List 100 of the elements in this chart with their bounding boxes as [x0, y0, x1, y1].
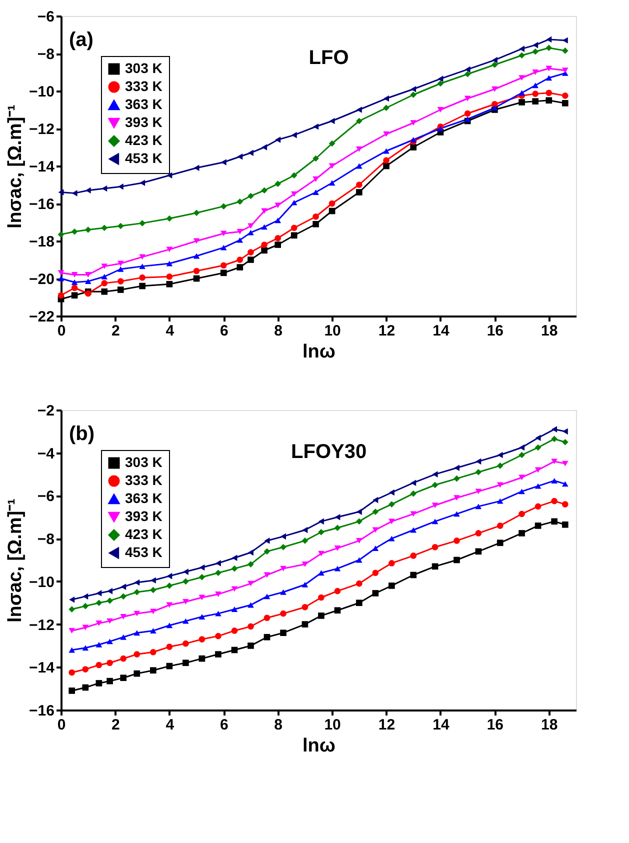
point: [410, 137, 417, 142]
point: [84, 278, 92, 284]
point: [312, 220, 319, 228]
point: [96, 600, 102, 606]
point: [264, 572, 270, 578]
y-tick-label: −10: [29, 84, 54, 100]
point: [535, 434, 541, 442]
point: [134, 670, 140, 677]
point: [194, 164, 200, 172]
x-tick-label: 10: [324, 322, 341, 340]
legend-label: 363 K: [125, 96, 162, 112]
point: [388, 536, 395, 542]
point: [372, 527, 379, 533]
point: [58, 231, 64, 238]
x-tick-label: 6: [220, 322, 228, 340]
point: [193, 238, 200, 244]
point: [120, 614, 127, 620]
point: [312, 176, 319, 182]
point: [85, 187, 91, 194]
point: [236, 256, 244, 263]
point: [182, 660, 189, 666]
point: [372, 545, 379, 551]
point: [231, 646, 238, 654]
point: [496, 522, 504, 529]
point: [274, 180, 282, 187]
point: [198, 614, 206, 620]
point: [101, 264, 108, 270]
legend-label: 423 K: [125, 526, 162, 542]
point: [166, 260, 173, 266]
point: [372, 508, 379, 515]
legend-label: 333 K: [125, 472, 162, 488]
point: [318, 570, 324, 576]
point: [280, 630, 286, 636]
point: [334, 524, 341, 532]
point: [464, 110, 471, 117]
point: [518, 75, 525, 81]
point: [302, 538, 308, 544]
point: [134, 630, 140, 636]
point: [532, 42, 538, 48]
point: [328, 200, 336, 207]
legend-label: 393 K: [125, 508, 162, 524]
point: [334, 566, 341, 572]
point: [71, 284, 78, 292]
point: [58, 292, 64, 299]
point: [261, 247, 268, 254]
point: [518, 474, 525, 480]
x-tick-label: 10: [324, 716, 341, 734]
point: [264, 538, 270, 544]
point: [410, 572, 417, 578]
point: [139, 264, 146, 270]
point: [182, 618, 189, 624]
point: [166, 644, 173, 650]
point: [215, 592, 222, 598]
point: [134, 579, 140, 586]
point: [534, 503, 542, 510]
point: [193, 253, 200, 259]
point: [372, 570, 379, 576]
point: [68, 606, 76, 612]
point: [236, 228, 244, 234]
point: [139, 220, 146, 226]
point: [215, 610, 222, 616]
point: [432, 482, 438, 488]
point: [372, 590, 379, 596]
x-tick-label: 18: [541, 716, 558, 734]
point: [383, 104, 390, 112]
point: [496, 482, 504, 488]
y-tick-label: −20: [29, 271, 54, 288]
point: [264, 594, 270, 600]
point: [96, 642, 102, 648]
point: [302, 582, 308, 588]
point: [236, 264, 244, 270]
point: [182, 599, 189, 605]
point: [518, 488, 525, 494]
point: [220, 159, 226, 166]
point: [312, 190, 319, 195]
point: [496, 498, 504, 504]
point: [82, 593, 88, 600]
point: [96, 662, 102, 668]
point: [166, 572, 172, 580]
point: [166, 622, 173, 628]
legend-label: 453 K: [125, 544, 162, 560]
point: [274, 202, 282, 208]
y-tick-label: −8: [37, 531, 54, 548]
point: [290, 172, 298, 179]
point: [198, 636, 206, 642]
x-tick-label: 2: [112, 716, 120, 734]
point: [318, 518, 324, 525]
point: [106, 638, 113, 644]
point: [117, 266, 124, 272]
x-tick-label: 16: [486, 716, 504, 734]
x-tick-label: 0: [57, 716, 66, 734]
point: [248, 150, 254, 156]
point: [496, 462, 504, 469]
point: [290, 232, 298, 239]
point: [82, 645, 89, 651]
point: [532, 70, 539, 75]
point: [518, 99, 525, 106]
point: [120, 584, 126, 590]
point: [334, 514, 340, 520]
point: [120, 674, 127, 682]
